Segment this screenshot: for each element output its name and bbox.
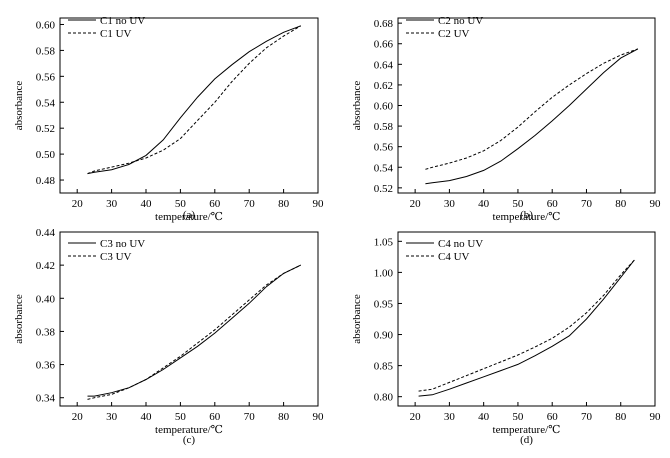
x-tick-label: 20 <box>72 198 84 210</box>
series-line-no-uv <box>418 259 635 397</box>
y-tick-label: 0.64 <box>374 59 394 71</box>
chart-panel-3: 20 30 40 50 60 70 80 90 0.34 0.36 0.38 0.40 0.42 0.44… <box>13 227 324 446</box>
y-tick-label: 1.05 <box>374 236 394 248</box>
x-tick-label: 70 <box>244 411 256 423</box>
y-tick-label: 0.40 <box>36 293 56 305</box>
y-tick-label: 0.68 <box>374 18 394 30</box>
plot-frame <box>59 231 319 407</box>
x-axis-label: temperature/℃ <box>493 211 561 223</box>
x-tick-label: 60 <box>209 198 221 210</box>
y-tick-label: 0.58 <box>374 121 394 133</box>
x-tick-label: 20 <box>72 411 84 423</box>
y-tick-label: 0.90 <box>374 330 394 342</box>
y-tick-label: 0.42 <box>36 260 55 272</box>
y-tick-label: 0.85 <box>374 361 394 373</box>
legend-label: C4 no UV <box>438 238 483 250</box>
x-tick-label: 60 <box>209 411 221 423</box>
y-tick-label: 0.60 <box>374 101 394 113</box>
x-tick-label: 80 <box>615 198 627 210</box>
y-tick-label: 0.62 <box>374 80 393 92</box>
x-tick-label: 80 <box>278 198 290 210</box>
x-tick-label: 50 <box>512 198 524 210</box>
panel-caption: (b) <box>520 209 533 221</box>
x-tick-label: 80 <box>278 411 290 423</box>
series-line-no-uv <box>87 264 302 397</box>
panel-caption: (c) <box>183 434 196 446</box>
legend-label: C3 no UV <box>100 238 145 250</box>
chart-panel-4: 20 30 40 50 60 70 80 90 0.80 0.85 0.90 0.95 1.00 1.05… <box>351 231 662 446</box>
y-tick-label: 0.56 <box>36 71 56 83</box>
y-tick-label: 0.50 <box>36 149 56 161</box>
y-tick-label: 0.95 <box>374 298 394 310</box>
y-tick-label: 0.80 <box>374 392 394 404</box>
x-tick-label: 70 <box>581 198 593 210</box>
y-tick-label: 0.60 <box>36 19 56 31</box>
chart-panel-2: 20 30 40 50 60 70 80 90 0.52 0.54 0.56 0.58 0.60 0.62… <box>351 15 661 223</box>
legend-label: C2 UV <box>438 28 470 40</box>
panel-caption: (a) <box>183 209 196 221</box>
x-tick-label: 30 <box>444 411 456 423</box>
y-tick-label: 0.66 <box>374 39 394 51</box>
x-tick-label: 50 <box>175 198 187 210</box>
y-tick-label: 0.48 <box>36 175 56 187</box>
y-tick-label: 0.38 <box>36 326 56 338</box>
x-axis-label: temperature/℃ <box>155 424 223 436</box>
series-line-uv <box>87 264 302 400</box>
y-axis-label: absorbance <box>13 81 25 131</box>
y-tick-label: 1.00 <box>374 267 394 279</box>
x-tick-label: 40 <box>478 411 490 423</box>
x-tick-label: 40 <box>478 198 490 210</box>
y-axis-label: absorbance <box>351 81 363 131</box>
x-tick-label: 90 <box>313 198 325 210</box>
x-tick-label: 90 <box>650 198 662 210</box>
x-tick-label: 40 <box>141 411 153 423</box>
legend-label: C3 UV <box>100 251 132 263</box>
series-line-no-uv <box>425 48 639 185</box>
legend-label: C1 no UV <box>100 15 145 27</box>
series-line-uv <box>425 48 639 170</box>
legend-label: C1 UV <box>100 28 132 40</box>
y-axis-label: absorbance <box>13 294 25 344</box>
x-tick-label: 20 <box>410 198 422 210</box>
y-tick-label: 0.36 <box>36 360 56 372</box>
x-axis-label: temperature/℃ <box>155 211 223 223</box>
legend-label: C2 no UV <box>438 15 483 27</box>
y-axis-label: absorbance <box>351 294 363 344</box>
plot-frame <box>59 17 319 194</box>
x-tick-label: 30 <box>444 198 456 210</box>
x-tick-label: 20 <box>410 411 422 423</box>
y-tick-label: 0.56 <box>374 142 394 154</box>
y-tick-label: 0.34 <box>36 393 56 405</box>
y-tick-label: 0.54 <box>36 97 56 109</box>
x-tick-label: 60 <box>547 198 559 210</box>
y-tick-label: 0.54 <box>374 162 394 174</box>
x-tick-label: 50 <box>175 411 187 423</box>
x-tick-label: 40 <box>141 198 153 210</box>
x-tick-label: 30 <box>106 198 118 210</box>
x-tick-label: 70 <box>244 198 256 210</box>
x-tick-label: 80 <box>615 411 627 423</box>
y-tick-label: 0.44 <box>36 227 56 239</box>
legend-label: C4 UV <box>438 251 470 263</box>
x-tick-label: 90 <box>650 411 662 423</box>
y-tick-label: 0.52 <box>36 123 55 135</box>
y-tick-label: 0.52 <box>374 183 393 195</box>
x-tick-label: 30 <box>106 411 118 423</box>
x-tick-label: 70 <box>581 411 593 423</box>
x-axis-label: temperature/℃ <box>493 424 561 436</box>
plot-frame <box>397 231 656 407</box>
x-tick-label: 60 <box>547 411 559 423</box>
series-line-uv <box>418 259 635 392</box>
series-line-uv <box>87 25 302 175</box>
x-tick-label: 90 <box>313 411 325 423</box>
chart-panel-1: 20 30 40 50 60 70 80 90 0.48 0.50 0.52 0.54 0.56 0.58… <box>13 15 324 223</box>
x-tick-label: 50 <box>512 411 524 423</box>
panel-caption: (d) <box>520 434 533 446</box>
y-tick-label: 0.58 <box>36 45 56 57</box>
series-line-no-uv <box>87 25 301 175</box>
